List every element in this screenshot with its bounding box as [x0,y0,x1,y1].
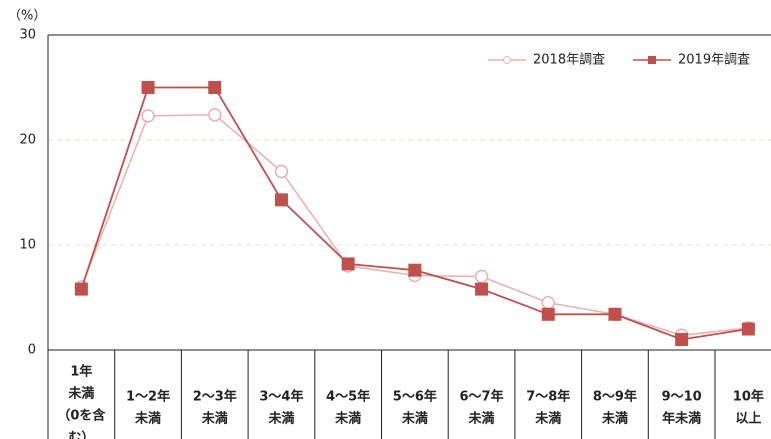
y-tick-label: 20 [19,133,36,148]
x-tick-label: 9〜10 [662,390,702,405]
x-tick-label: 6〜7年 [460,389,504,405]
x-tick-label: 1年 [70,364,92,380]
marker [475,282,489,296]
x-tick-label: 3〜4年 [259,389,303,405]
marker [675,333,689,346]
x-tick-label: 5〜6年 [393,389,437,405]
x-tick-label: 未満 [468,411,495,427]
x-tick-label: 7〜8年 [526,389,570,405]
marker [208,81,222,94]
marker [541,296,555,310]
y-axis-label: （%） [8,9,46,24]
x-tick-label: 以上 [735,412,761,427]
x-tick-label: 未満 [267,411,294,427]
x-tick-label: 未満 [134,411,161,427]
marker [141,109,155,123]
marker [274,164,289,179]
marker [408,263,422,277]
x-tick-label: 未満 [201,411,228,427]
x-tick-label: 8〜9年 [593,389,637,405]
x-tick-label: 未満 [601,411,628,427]
marker [274,193,288,207]
marker [741,322,755,336]
x-tick-label: 未満 [401,411,428,427]
legend-marker [503,56,511,64]
x-tick-label: 未満 [534,411,561,427]
x-tick-label: （0を含 [57,408,106,424]
legend-label: 2018年調査 [533,53,605,68]
x-tick-label: 4〜5年 [326,389,370,405]
series-line [80,114,749,337]
x-tick-label: 2〜3年 [193,389,237,405]
marker [208,108,222,122]
y-tick-label: 0 [28,343,36,358]
x-tick-label: 未満 [334,411,361,427]
x-tick-label: 1〜2年 [126,389,170,405]
marker [141,81,155,94]
marker [474,269,489,284]
marker [608,307,622,321]
x-tick-label: 10年 [733,389,764,405]
y-tick-label: 30 [19,28,36,43]
x-tick-label: む） [68,430,94,439]
x-tick-label: 年未満 [662,411,701,427]
marker [541,307,555,321]
legend-label: 2019年調査 [678,53,750,68]
series-line [80,86,749,341]
legend-marker [648,56,656,64]
marker [341,257,355,271]
x-tick-label: 未満 [67,386,94,402]
y-tick-label: 10 [19,238,36,253]
marker [74,282,88,296]
